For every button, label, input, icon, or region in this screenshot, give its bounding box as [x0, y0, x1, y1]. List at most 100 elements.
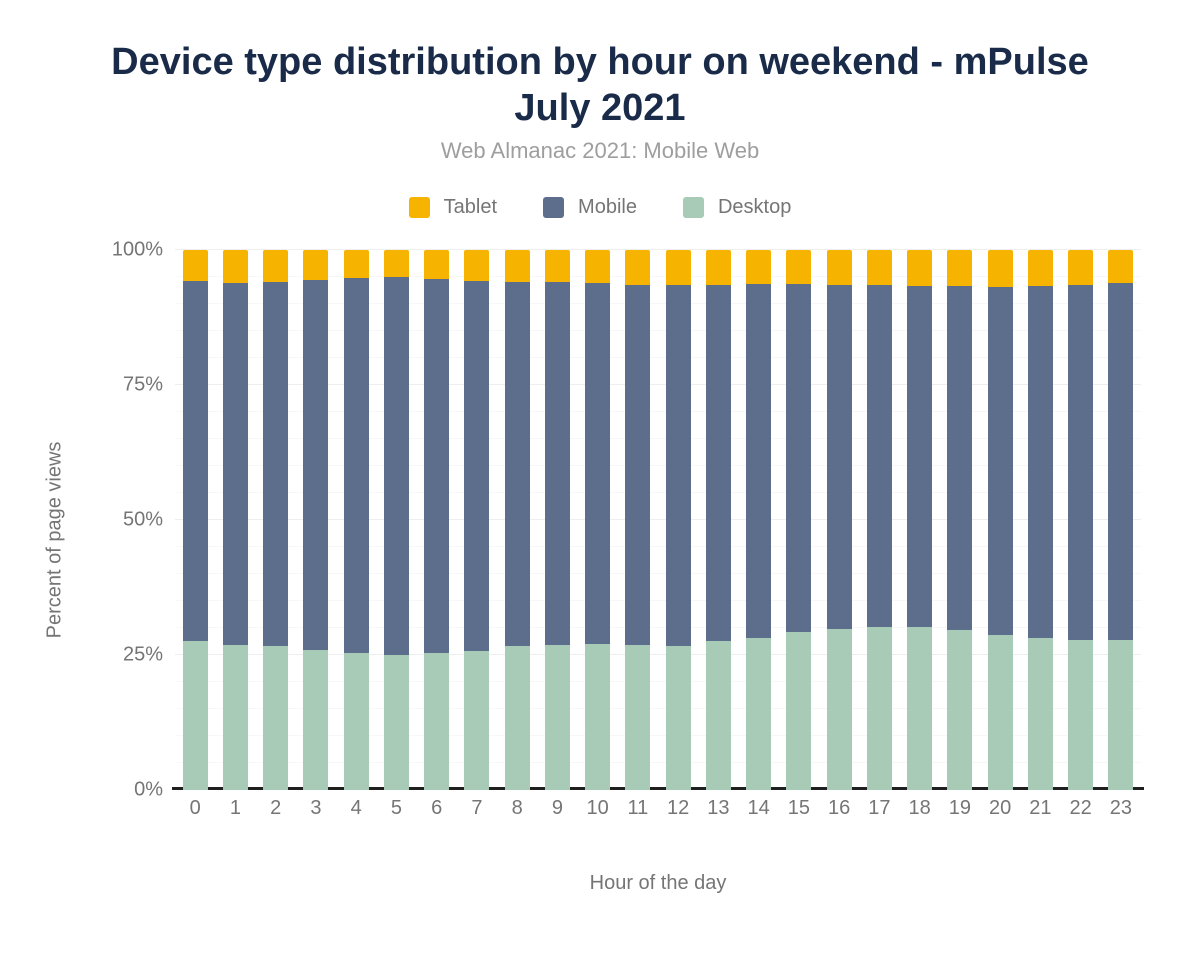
bar-segment-tablet-hour-7[interactable]	[464, 250, 490, 282]
bar-segment-mobile-hour-2[interactable]	[263, 281, 289, 646]
bar-hour-6[interactable]	[424, 250, 450, 790]
bar-segment-tablet-hour-0[interactable]	[182, 250, 208, 282]
bar-segment-mobile-hour-0[interactable]	[182, 281, 208, 642]
bar-hour-11[interactable]	[625, 250, 651, 790]
bar-segment-tablet-hour-19[interactable]	[947, 250, 973, 287]
bar-segment-tablet-hour-5[interactable]	[383, 250, 409, 277]
bar-segment-tablet-hour-17[interactable]	[866, 250, 892, 285]
bar-segment-desktop-hour-11[interactable]	[625, 645, 651, 790]
bar-segment-mobile-hour-11[interactable]	[625, 285, 651, 646]
bar-hour-10[interactable]	[585, 250, 611, 790]
bar-segment-mobile-hour-23[interactable]	[1108, 282, 1134, 641]
bar-segment-desktop-hour-1[interactable]	[222, 644, 248, 790]
bar-segment-desktop-hour-15[interactable]	[786, 631, 812, 790]
bar-segment-desktop-hour-12[interactable]	[665, 646, 691, 790]
bar-segment-desktop-hour-0[interactable]	[182, 641, 208, 790]
bar-segment-mobile-hour-6[interactable]	[424, 279, 450, 654]
bar-segment-tablet-hour-10[interactable]	[585, 250, 611, 283]
bar-segment-desktop-hour-6[interactable]	[424, 653, 450, 790]
bar-segment-tablet-hour-20[interactable]	[987, 250, 1013, 287]
bar-segment-mobile-hour-20[interactable]	[987, 286, 1013, 636]
bar-segment-tablet-hour-18[interactable]	[907, 250, 933, 286]
bar-hour-1[interactable]	[222, 250, 248, 790]
bar-segment-mobile-hour-22[interactable]	[1068, 284, 1094, 640]
bar-segment-tablet-hour-11[interactable]	[625, 250, 651, 286]
bar-segment-tablet-hour-13[interactable]	[705, 250, 731, 286]
bar-segment-mobile-hour-21[interactable]	[1027, 286, 1053, 639]
bar-hour-13[interactable]	[705, 250, 731, 790]
bar-segment-mobile-hour-12[interactable]	[665, 285, 691, 647]
bar-hour-5[interactable]	[383, 250, 409, 790]
bar-segment-desktop-hour-21[interactable]	[1027, 638, 1053, 790]
bar-segment-tablet-hour-16[interactable]	[826, 250, 852, 285]
bar-hour-3[interactable]	[303, 250, 329, 790]
bar-segment-tablet-hour-3[interactable]	[303, 250, 329, 281]
bar-segment-desktop-hour-7[interactable]	[464, 651, 490, 790]
bar-segment-desktop-hour-5[interactable]	[383, 655, 409, 790]
bar-segment-desktop-hour-14[interactable]	[746, 637, 772, 790]
bar-segment-tablet-hour-4[interactable]	[343, 250, 369, 279]
bar-segment-tablet-hour-9[interactable]	[544, 250, 570, 282]
bar-hour-4[interactable]	[343, 250, 369, 790]
bar-segment-mobile-hour-10[interactable]	[585, 282, 611, 645]
bar-segment-mobile-hour-16[interactable]	[826, 284, 852, 629]
bar-segment-mobile-hour-14[interactable]	[746, 284, 772, 638]
bar-hour-0[interactable]	[182, 250, 208, 790]
bar-segment-desktop-hour-18[interactable]	[907, 626, 933, 790]
bar-segment-tablet-hour-14[interactable]	[746, 250, 772, 285]
bar-segment-mobile-hour-5[interactable]	[383, 277, 409, 655]
bar-segment-tablet-hour-1[interactable]	[222, 250, 248, 283]
bar-segment-desktop-hour-10[interactable]	[585, 644, 611, 790]
bar-hour-22[interactable]	[1068, 250, 1094, 790]
legend-label-tablet: Tablet	[443, 196, 498, 218]
bar-segment-mobile-hour-19[interactable]	[947, 286, 973, 630]
bar-hour-2[interactable]	[263, 250, 289, 790]
bar-segment-desktop-hour-16[interactable]	[826, 628, 852, 790]
bar-hour-17[interactable]	[866, 250, 892, 790]
bar-segment-desktop-hour-2[interactable]	[263, 645, 289, 790]
bar-hour-21[interactable]	[1027, 250, 1053, 790]
bar-segment-tablet-hour-6[interactable]	[424, 250, 450, 280]
bar-segment-mobile-hour-3[interactable]	[303, 280, 329, 650]
bar-segment-desktop-hour-20[interactable]	[987, 635, 1013, 790]
x-tick-2: 2	[270, 797, 282, 819]
bar-segment-desktop-hour-19[interactable]	[947, 629, 973, 790]
bar-slot-hour-19	[940, 250, 980, 790]
bar-segment-tablet-hour-22[interactable]	[1068, 250, 1094, 285]
bar-segment-desktop-hour-4[interactable]	[343, 652, 369, 790]
bar-segment-mobile-hour-13[interactable]	[705, 285, 731, 642]
bar-segment-mobile-hour-7[interactable]	[464, 281, 490, 652]
bar-segment-tablet-hour-21[interactable]	[1027, 250, 1053, 287]
bar-hour-18[interactable]	[907, 250, 933, 790]
bar-hour-15[interactable]	[786, 250, 812, 790]
bar-hour-7[interactable]	[464, 250, 490, 790]
bar-segment-mobile-hour-9[interactable]	[544, 281, 570, 646]
bar-hour-12[interactable]	[665, 250, 691, 790]
bar-segment-mobile-hour-1[interactable]	[222, 282, 248, 645]
bar-segment-desktop-hour-9[interactable]	[544, 645, 570, 790]
bar-segment-desktop-hour-13[interactable]	[705, 641, 731, 790]
bar-hour-19[interactable]	[947, 250, 973, 790]
bar-segment-mobile-hour-4[interactable]	[343, 278, 369, 653]
bar-segment-tablet-hour-12[interactable]	[665, 250, 691, 286]
bar-segment-mobile-hour-15[interactable]	[786, 284, 812, 632]
bar-segment-desktop-hour-23[interactable]	[1108, 640, 1134, 790]
bar-segment-desktop-hour-8[interactable]	[504, 646, 530, 790]
bar-segment-desktop-hour-22[interactable]	[1068, 639, 1094, 790]
bar-hour-23[interactable]	[1108, 250, 1134, 790]
y-tick-25%: 25%	[122, 643, 163, 666]
bar-hour-8[interactable]	[504, 250, 530, 790]
bar-segment-tablet-hour-15[interactable]	[786, 250, 812, 285]
bar-segment-mobile-hour-8[interactable]	[504, 281, 530, 647]
bar-hour-16[interactable]	[826, 250, 852, 790]
bar-segment-desktop-hour-17[interactable]	[866, 626, 892, 790]
bar-hour-9[interactable]	[544, 250, 570, 790]
bar-segment-tablet-hour-8[interactable]	[504, 250, 530, 282]
bar-hour-14[interactable]	[746, 250, 772, 790]
bar-segment-mobile-hour-18[interactable]	[907, 285, 933, 627]
bar-segment-tablet-hour-2[interactable]	[263, 250, 289, 282]
bar-segment-desktop-hour-3[interactable]	[303, 649, 329, 790]
bar-hour-20[interactable]	[987, 250, 1013, 790]
bar-segment-tablet-hour-23[interactable]	[1108, 250, 1134, 283]
bar-segment-mobile-hour-17[interactable]	[866, 284, 892, 627]
